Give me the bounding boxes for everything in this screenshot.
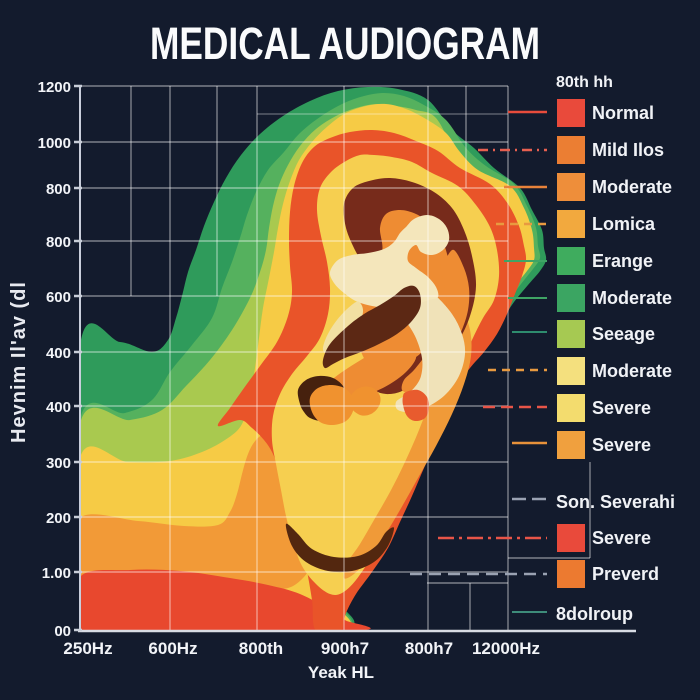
svg-text:800h7: 800h7: [405, 639, 453, 658]
svg-text:Moderate: Moderate: [592, 361, 672, 381]
svg-text:Yeak HL: Yeak HL: [308, 663, 374, 682]
svg-text:Erange: Erange: [592, 251, 653, 271]
svg-text:Severe: Severe: [592, 398, 651, 418]
svg-text:Moderate: Moderate: [592, 177, 672, 197]
svg-text:Lomica: Lomica: [592, 214, 656, 234]
svg-text:400: 400: [46, 399, 71, 416]
svg-text:600: 600: [46, 289, 71, 306]
svg-text:800: 800: [46, 181, 71, 198]
svg-text:1.00: 1.00: [42, 565, 71, 582]
svg-text:Severe: Severe: [592, 435, 651, 455]
svg-text:800: 800: [46, 234, 71, 251]
svg-text:Normal: Normal: [592, 103, 654, 123]
svg-text:Son. Severahi: Son. Severahi: [556, 492, 675, 512]
svg-text:400: 400: [46, 345, 71, 362]
svg-text:12000Hz: 12000Hz: [472, 639, 540, 658]
svg-text:80th hh: 80th hh: [556, 74, 613, 91]
svg-text:600Hz: 600Hz: [148, 639, 197, 658]
svg-text:Preverd: Preverd: [592, 564, 659, 584]
svg-text:250Hz: 250Hz: [63, 639, 112, 658]
svg-text:900h7: 900h7: [321, 639, 369, 658]
svg-text:00: 00: [54, 623, 71, 640]
svg-text:Moderate: Moderate: [592, 288, 672, 308]
svg-text:300: 300: [46, 455, 71, 472]
svg-text:Seeage: Seeage: [592, 324, 655, 344]
svg-text:Hevnim Il'av (dl: Hevnim Il'av (dl: [8, 281, 30, 443]
svg-text:200: 200: [46, 510, 71, 527]
svg-text:8doIroup: 8doIroup: [556, 604, 633, 624]
svg-text:Mild Ilos: Mild Ilos: [592, 140, 664, 160]
svg-text:800th: 800th: [239, 639, 283, 658]
svg-text:1000: 1000: [38, 135, 71, 152]
svg-text:MEDICAL AUDIOGRAM: MEDICAL AUDIOGRAM: [150, 18, 540, 69]
svg-text:1200: 1200: [38, 79, 71, 96]
svg-text:Severe: Severe: [592, 528, 651, 548]
